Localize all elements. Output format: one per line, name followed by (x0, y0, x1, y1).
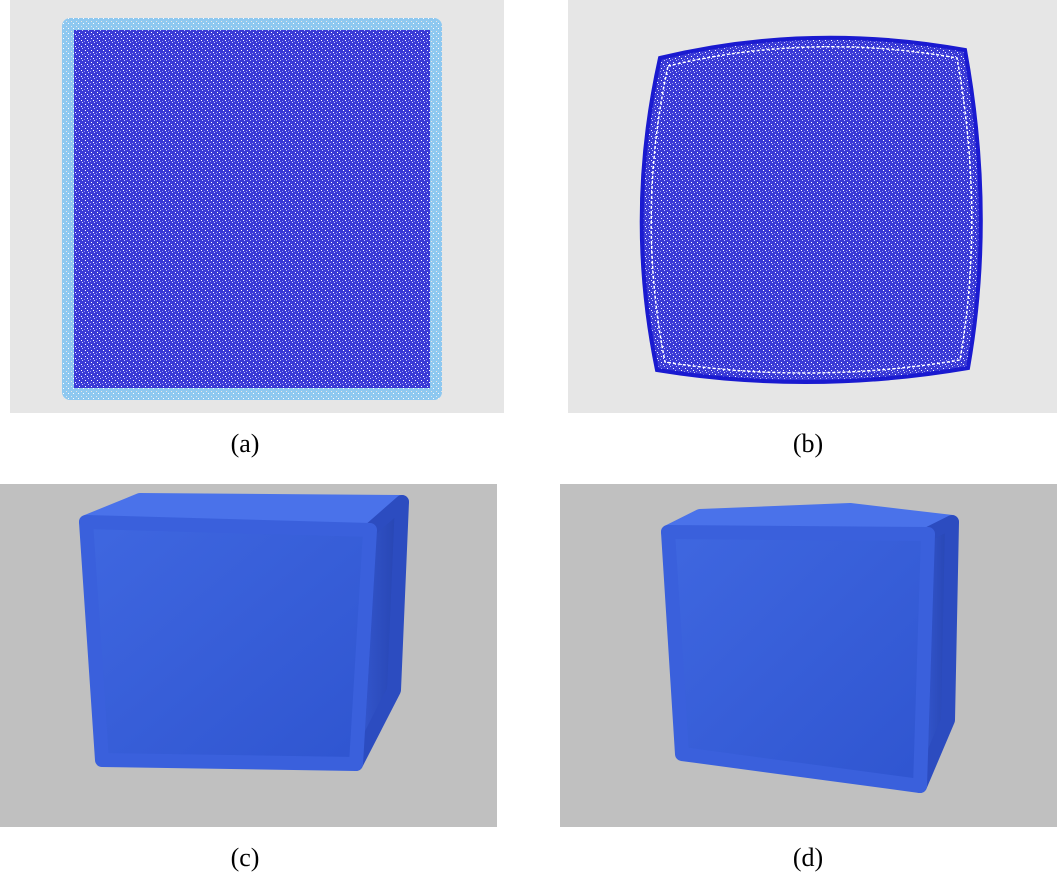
caption: (d) (793, 843, 823, 872)
figure: (a) (b) (c) (d) (0, 0, 1057, 874)
panel-c: (c) (0, 484, 497, 872)
caption: (b) (793, 429, 823, 458)
panel-a: (a) (10, 0, 504, 458)
cube-front (668, 532, 928, 786)
caption: (c) (231, 843, 260, 872)
caption: (a) (231, 429, 260, 458)
deformed-point-cloud (642, 38, 981, 382)
point-cloud (74, 30, 430, 388)
panel-d: (d) (560, 484, 1057, 872)
panel-b: (b) (568, 0, 1057, 458)
cube (86, 500, 402, 764)
cube-front (86, 522, 370, 764)
cube (668, 510, 952, 786)
